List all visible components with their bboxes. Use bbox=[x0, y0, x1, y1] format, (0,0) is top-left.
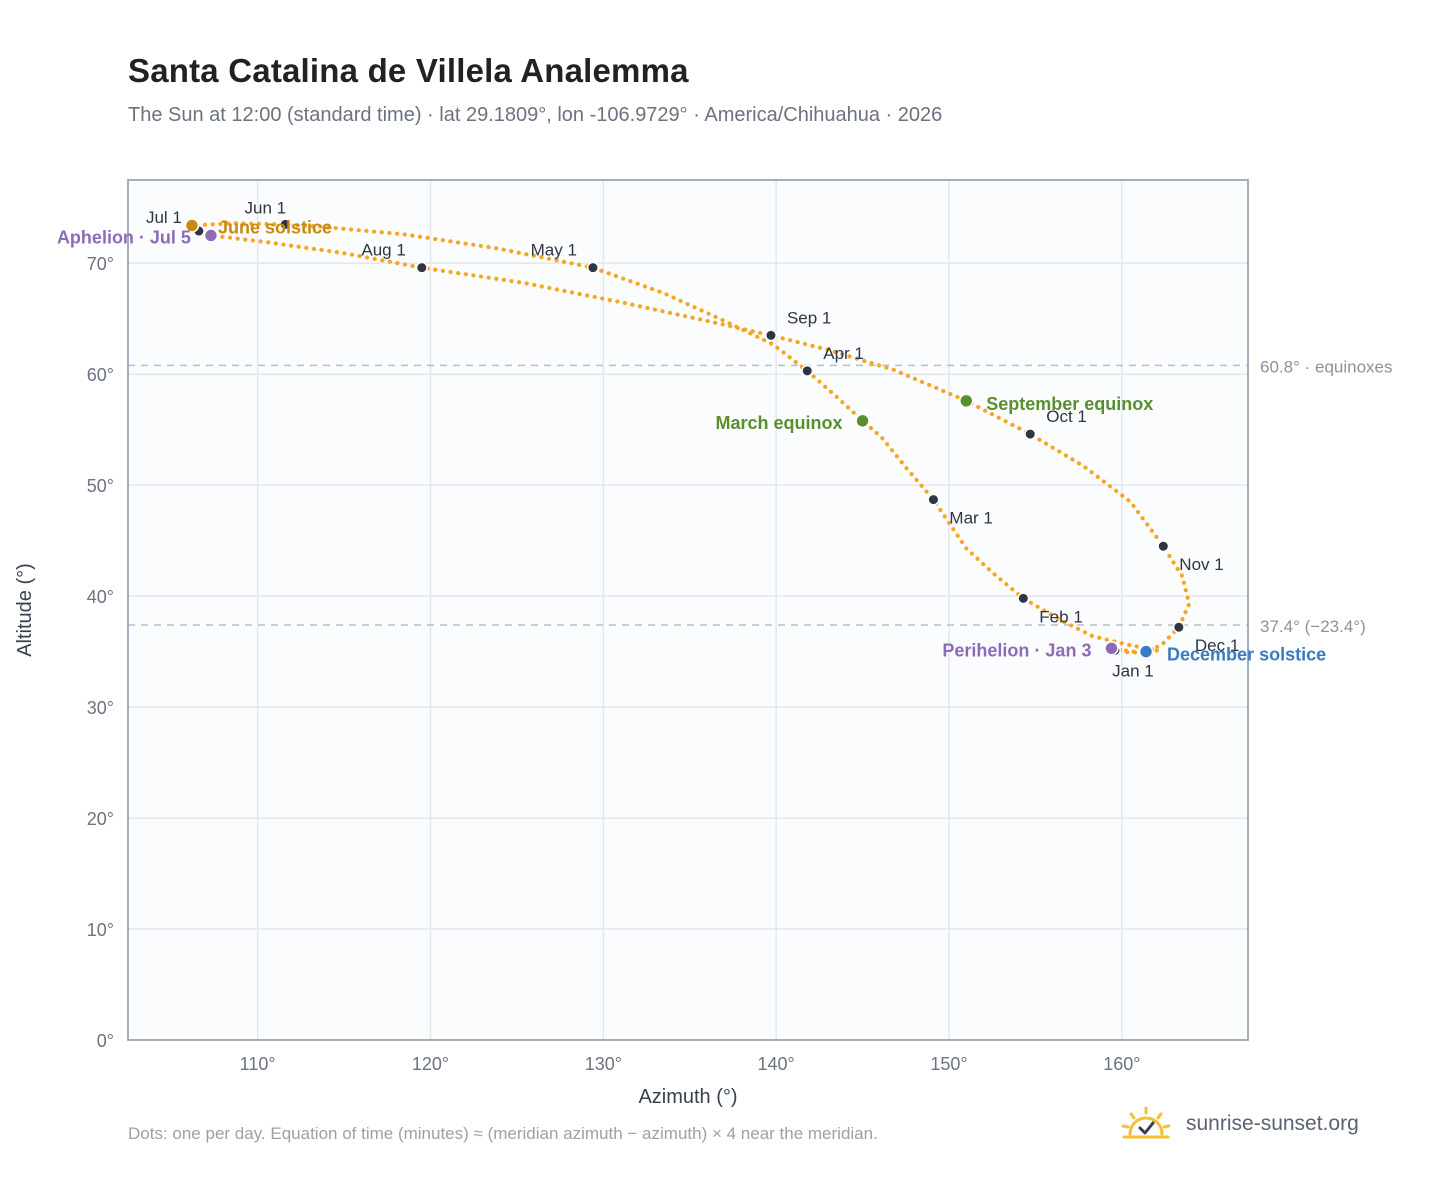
month-marker bbox=[801, 364, 814, 377]
event-label: Perihelion · Jan 3 bbox=[942, 640, 1091, 660]
month-label: Jan 1 bbox=[1112, 662, 1154, 681]
event-marker bbox=[1104, 640, 1119, 656]
event-label: December solstice bbox=[1167, 645, 1326, 665]
month-label: Apr 1 bbox=[823, 344, 864, 363]
chart-title: Santa Catalina de Villela Analemma bbox=[128, 52, 689, 89]
y-tick-label: 50° bbox=[87, 476, 114, 496]
reference-line-label: 60.8° · equinoxes bbox=[1260, 357, 1393, 376]
month-label: Aug 1 bbox=[361, 241, 405, 260]
event-label: September equinox bbox=[986, 394, 1153, 414]
x-tick-label: 110° bbox=[240, 1054, 276, 1074]
month-label: Nov 1 bbox=[1179, 555, 1223, 574]
x-axis-label: Azimuth (°) bbox=[638, 1086, 737, 1108]
month-label: Dec 1 bbox=[1195, 636, 1239, 655]
y-tick-label: 40° bbox=[87, 587, 114, 607]
month-label: Sep 1 bbox=[787, 308, 831, 327]
event-marker bbox=[1138, 644, 1154, 659]
month-marker bbox=[927, 493, 940, 506]
chart-subtitle: The Sun at 12:00 (standard time) · lat 2… bbox=[128, 104, 943, 126]
month-label: Oct 1 bbox=[1046, 407, 1087, 426]
x-tick-label: 150° bbox=[930, 1054, 967, 1074]
month-label: Jul 1 bbox=[146, 208, 182, 227]
event-label: June solstice bbox=[218, 217, 332, 237]
month-label: Mar 1 bbox=[949, 509, 992, 528]
month-marker bbox=[764, 329, 778, 342]
x-tick-label: 160° bbox=[1103, 1054, 1140, 1074]
month-marker bbox=[586, 261, 600, 274]
month-label: Jun 1 bbox=[244, 198, 286, 217]
month-marker bbox=[1172, 621, 1185, 634]
x-tick-label: 120° bbox=[412, 1054, 449, 1074]
y-tick-label: 0° bbox=[97, 1031, 114, 1051]
month-label: Feb 1 bbox=[1039, 607, 1082, 626]
month-marker bbox=[1024, 428, 1037, 441]
y-tick-label: 20° bbox=[87, 809, 114, 829]
x-tick-label: 140° bbox=[758, 1054, 795, 1074]
reference-line-label: 37.4° (−23.4°) bbox=[1260, 617, 1366, 636]
event-marker bbox=[958, 393, 974, 409]
month-marker bbox=[1157, 540, 1170, 553]
event-label: Aphelion · Jul 5 bbox=[57, 227, 191, 247]
month-label: May 1 bbox=[531, 241, 577, 260]
brand-name: sunrise-sunset.org bbox=[1186, 1112, 1359, 1135]
y-axis-label: Altitude (°) bbox=[14, 563, 36, 657]
event-label: March equinox bbox=[716, 413, 843, 433]
y-tick-label: 70° bbox=[87, 254, 114, 274]
brand-logo[interactable]: sunrise-sunset.org bbox=[1120, 1104, 1359, 1144]
event-marker bbox=[855, 413, 870, 429]
month-marker bbox=[415, 261, 428, 274]
event-marker bbox=[203, 228, 219, 243]
sun-check-icon bbox=[1121, 1106, 1171, 1139]
plot-area bbox=[128, 180, 1248, 1040]
event-marker bbox=[184, 218, 200, 233]
y-tick-label: 10° bbox=[87, 920, 114, 940]
analemma-curve bbox=[189, 221, 1192, 655]
x-tick-label: 130° bbox=[585, 1054, 622, 1074]
month-marker bbox=[1017, 592, 1030, 605]
y-tick-label: 60° bbox=[87, 365, 114, 385]
chart-footnote: Dots: one per day. Equation of time (min… bbox=[128, 1124, 878, 1143]
plot-frame bbox=[127, 179, 1249, 1041]
month-marker bbox=[279, 218, 292, 231]
y-tick-label: 30° bbox=[87, 698, 114, 718]
